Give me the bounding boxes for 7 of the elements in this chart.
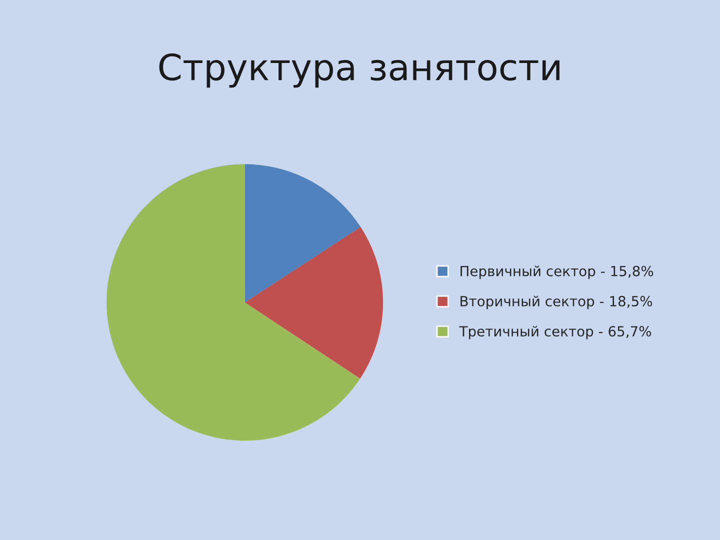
legend-label: Первичный сектор - 15,8% [460, 266, 654, 280]
pie-slice [244, 164, 361, 302]
pie-slice [106, 164, 360, 441]
legend-label: Вторичный сектор - 18,5% [460, 296, 652, 310]
legend-label: Третичный сектор - 65,7% [459, 326, 652, 340]
chart-title: Структура занятости [159, 53, 560, 88]
pie-slice [244, 226, 384, 379]
